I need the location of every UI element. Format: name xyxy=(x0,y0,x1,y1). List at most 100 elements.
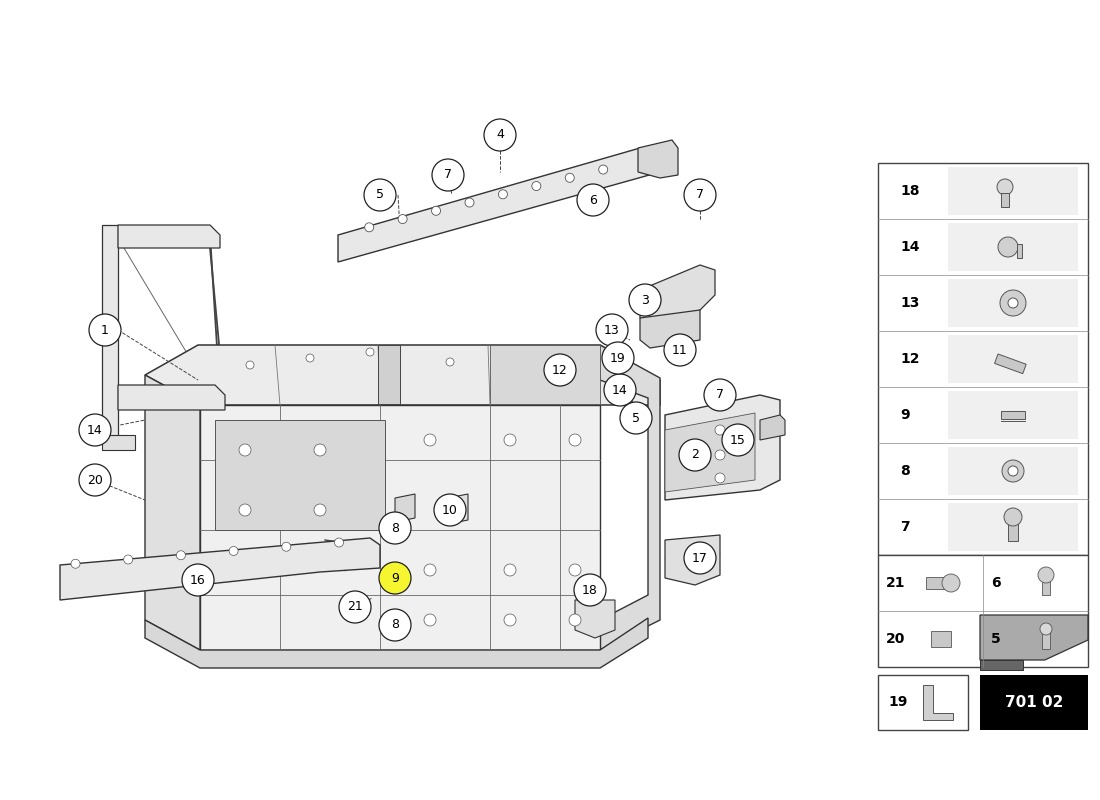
Polygon shape xyxy=(640,310,700,348)
Text: 7: 7 xyxy=(696,189,704,202)
Polygon shape xyxy=(575,600,615,638)
Text: 9: 9 xyxy=(392,571,399,585)
Circle shape xyxy=(498,190,507,198)
Circle shape xyxy=(79,414,111,446)
Polygon shape xyxy=(600,345,660,650)
Circle shape xyxy=(504,564,516,576)
Bar xyxy=(931,631,952,647)
Circle shape xyxy=(516,354,524,362)
Circle shape xyxy=(424,614,436,626)
Polygon shape xyxy=(980,615,1088,660)
Bar xyxy=(994,354,1026,374)
Text: 5: 5 xyxy=(991,632,1001,646)
Circle shape xyxy=(602,342,634,374)
Circle shape xyxy=(424,564,436,576)
Text: 16: 16 xyxy=(190,574,206,586)
Polygon shape xyxy=(102,225,118,440)
Text: 7: 7 xyxy=(444,169,452,182)
Text: 21: 21 xyxy=(886,576,905,590)
Circle shape xyxy=(72,559,80,568)
Circle shape xyxy=(239,444,251,456)
Circle shape xyxy=(1000,290,1026,316)
Polygon shape xyxy=(200,405,600,650)
Bar xyxy=(948,335,1078,383)
Text: 14: 14 xyxy=(612,383,628,397)
Circle shape xyxy=(566,348,574,356)
Circle shape xyxy=(704,379,736,411)
Bar xyxy=(1001,411,1025,419)
Bar xyxy=(948,279,1078,327)
Bar xyxy=(926,577,956,589)
Circle shape xyxy=(465,198,474,207)
Text: 21: 21 xyxy=(348,601,363,614)
Bar xyxy=(980,675,1088,730)
Circle shape xyxy=(620,402,652,434)
Circle shape xyxy=(484,119,516,151)
Circle shape xyxy=(684,542,716,574)
Circle shape xyxy=(398,214,407,223)
Circle shape xyxy=(366,348,374,356)
Circle shape xyxy=(569,614,581,626)
Circle shape xyxy=(434,494,466,526)
Circle shape xyxy=(239,504,251,516)
Circle shape xyxy=(379,562,411,594)
Bar xyxy=(878,163,1088,555)
Circle shape xyxy=(598,165,607,174)
Circle shape xyxy=(596,314,628,346)
Circle shape xyxy=(1004,508,1022,526)
Circle shape xyxy=(715,450,725,460)
Circle shape xyxy=(544,354,576,386)
Text: 5: 5 xyxy=(376,189,384,202)
Circle shape xyxy=(504,614,516,626)
Text: 3: 3 xyxy=(641,294,649,306)
Polygon shape xyxy=(118,385,226,410)
Text: 8: 8 xyxy=(900,464,910,478)
Circle shape xyxy=(424,434,436,446)
Bar xyxy=(1042,571,1050,595)
Text: 8: 8 xyxy=(390,522,399,534)
Circle shape xyxy=(504,434,516,446)
Polygon shape xyxy=(145,345,660,405)
Circle shape xyxy=(569,434,581,446)
Circle shape xyxy=(629,284,661,316)
Circle shape xyxy=(379,512,411,544)
Circle shape xyxy=(339,591,371,623)
Text: 18: 18 xyxy=(900,184,920,198)
Circle shape xyxy=(432,159,464,191)
Circle shape xyxy=(1038,567,1054,583)
Text: 6: 6 xyxy=(991,576,1001,590)
Polygon shape xyxy=(118,225,220,248)
Text: 14: 14 xyxy=(87,423,103,437)
Text: 7: 7 xyxy=(716,389,724,402)
Text: a passion for parts since 1985: a passion for parts since 1985 xyxy=(199,403,581,577)
Circle shape xyxy=(569,564,581,576)
Polygon shape xyxy=(145,618,648,668)
Text: 13: 13 xyxy=(604,323,620,337)
Text: 20: 20 xyxy=(886,632,905,646)
Text: 6: 6 xyxy=(590,194,597,206)
Bar xyxy=(948,503,1078,551)
Text: 5: 5 xyxy=(632,411,640,425)
Text: 14: 14 xyxy=(900,240,920,254)
Circle shape xyxy=(715,425,725,435)
Text: 7: 7 xyxy=(900,520,910,534)
Circle shape xyxy=(431,206,441,215)
Polygon shape xyxy=(640,265,715,325)
Text: 701 02: 701 02 xyxy=(1004,695,1064,710)
Polygon shape xyxy=(395,494,415,522)
Circle shape xyxy=(89,314,121,346)
Polygon shape xyxy=(638,140,678,178)
Circle shape xyxy=(679,439,711,471)
Circle shape xyxy=(176,550,186,560)
Circle shape xyxy=(282,542,290,551)
Circle shape xyxy=(446,358,454,366)
Circle shape xyxy=(306,354,313,362)
Polygon shape xyxy=(102,435,135,450)
Text: 12: 12 xyxy=(900,352,920,366)
Polygon shape xyxy=(760,415,785,440)
Text: 19: 19 xyxy=(610,351,626,365)
Circle shape xyxy=(604,374,636,406)
Text: 12: 12 xyxy=(552,363,568,377)
Circle shape xyxy=(229,546,238,555)
Polygon shape xyxy=(60,538,380,600)
